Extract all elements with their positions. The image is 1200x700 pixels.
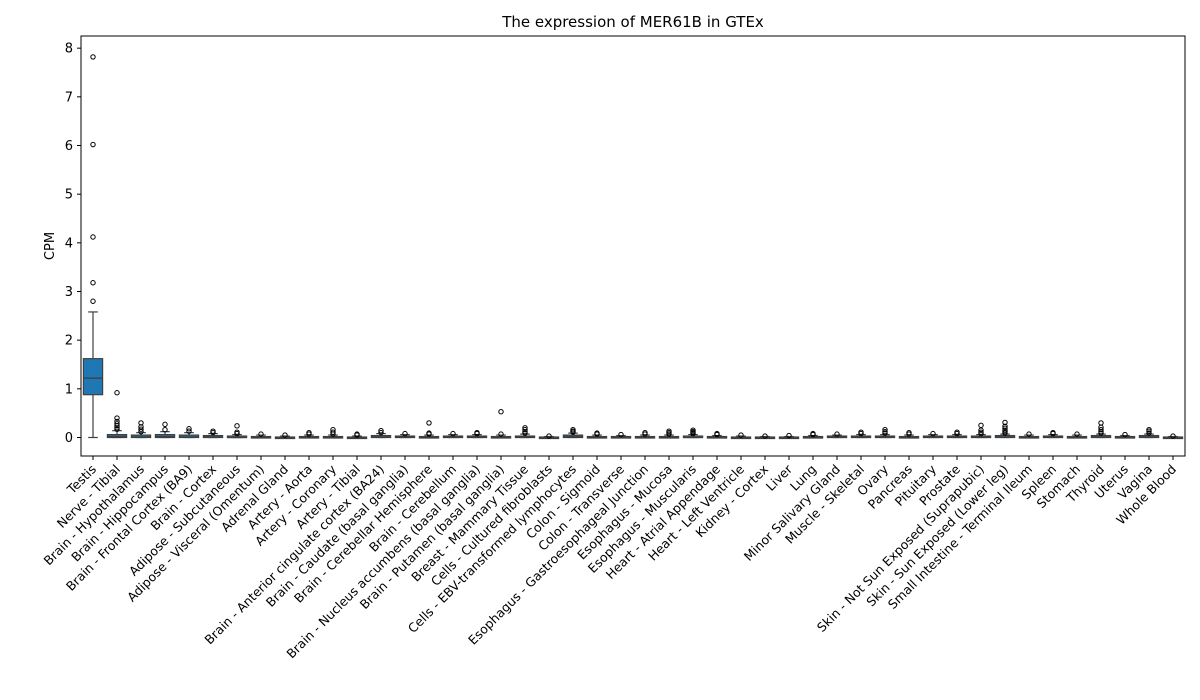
outlier-point [210, 428, 216, 434]
outlier-point [810, 430, 816, 437]
outlier-point [306, 429, 312, 436]
outlier-point [234, 429, 240, 435]
outlier-point [1002, 419, 1008, 426]
outlier-point [90, 298, 96, 304]
outlier-point [426, 420, 432, 426]
outlier-point [258, 431, 264, 437]
outlier-point [522, 425, 528, 431]
outlier-point [1098, 427, 1104, 433]
outlier-point [186, 426, 192, 432]
outlier-point [882, 428, 888, 435]
box [82, 358, 104, 396]
outlier-point [978, 422, 984, 429]
outlier-point [114, 421, 120, 427]
outlier-point [978, 429, 984, 435]
y-tick-label: 1 [65, 382, 73, 397]
outlier-point [498, 431, 504, 437]
outlier-point [162, 421, 168, 428]
outlier-point [1146, 430, 1152, 436]
outlier-point [1002, 425, 1008, 431]
y-tick-label: 3 [65, 285, 73, 300]
y-tick-label: 0 [65, 431, 73, 446]
outlier-point [402, 430, 408, 437]
outlier-point [90, 54, 96, 60]
outlier-point [114, 425, 120, 431]
outlier-point [114, 390, 120, 396]
outlier-point [426, 430, 432, 436]
x-tick-label: Liver [763, 461, 796, 494]
outlier-point [378, 429, 384, 436]
outlier-point [498, 409, 504, 415]
outlier-point [1074, 431, 1080, 437]
outlier-point [90, 234, 96, 240]
outlier-point [834, 431, 840, 437]
y-tick-label: 8 [65, 42, 73, 57]
outlier-point [690, 427, 696, 433]
outlier-point [162, 427, 168, 433]
outlier-point [138, 426, 144, 432]
outlier-point [546, 433, 552, 439]
outlier-point [354, 431, 360, 437]
outlier-point [282, 432, 288, 438]
outlier-point [594, 430, 600, 436]
outlier-point [1002, 427, 1008, 433]
y-tick-label: 6 [65, 139, 73, 154]
y-tick-label: 4 [65, 236, 73, 251]
outlier-point [1098, 420, 1104, 426]
outlier-point [786, 432, 792, 439]
outlier-point [1170, 433, 1176, 439]
outlier-point [1146, 427, 1152, 433]
outlier-point [1122, 431, 1128, 438]
outlier-point [1026, 431, 1032, 437]
outlier-point [138, 424, 144, 430]
plot-frame [80, 35, 1186, 457]
y-tick-label: 2 [65, 334, 73, 349]
y-tick-label: 5 [65, 188, 73, 203]
outlier-point [138, 420, 144, 426]
outlier-point [1050, 429, 1056, 436]
outlier-point [114, 418, 120, 425]
y-tick-label: 7 [65, 90, 73, 105]
outlier-point [906, 429, 912, 436]
outlier-point [858, 429, 864, 435]
outlier-point [114, 415, 120, 421]
outlier-point [618, 431, 624, 438]
outlier-point [522, 427, 528, 433]
outlier-point [90, 280, 96, 286]
outlier-point [330, 427, 336, 433]
chart-title: The expression of MER61B in GTEx [501, 13, 764, 31]
outlier-point [642, 429, 648, 436]
outlier-point [882, 427, 888, 433]
outlier-point [930, 430, 936, 437]
outlier-point [666, 428, 672, 434]
outlier-point [90, 141, 96, 148]
outlier-point [234, 423, 240, 429]
outlier-point [1002, 423, 1008, 430]
outlier-point [570, 427, 576, 433]
outlier-point [738, 432, 744, 438]
outlier-point [714, 430, 720, 437]
outlier-point [450, 430, 456, 437]
outlier-point [954, 429, 960, 435]
outlier-point [378, 427, 384, 434]
outlier-point [186, 428, 192, 434]
y-axis-label: CPM [43, 232, 58, 260]
outlier-point [474, 429, 480, 436]
outlier-point [762, 433, 768, 439]
outlier-point [330, 429, 336, 435]
outlier-point [522, 428, 528, 435]
